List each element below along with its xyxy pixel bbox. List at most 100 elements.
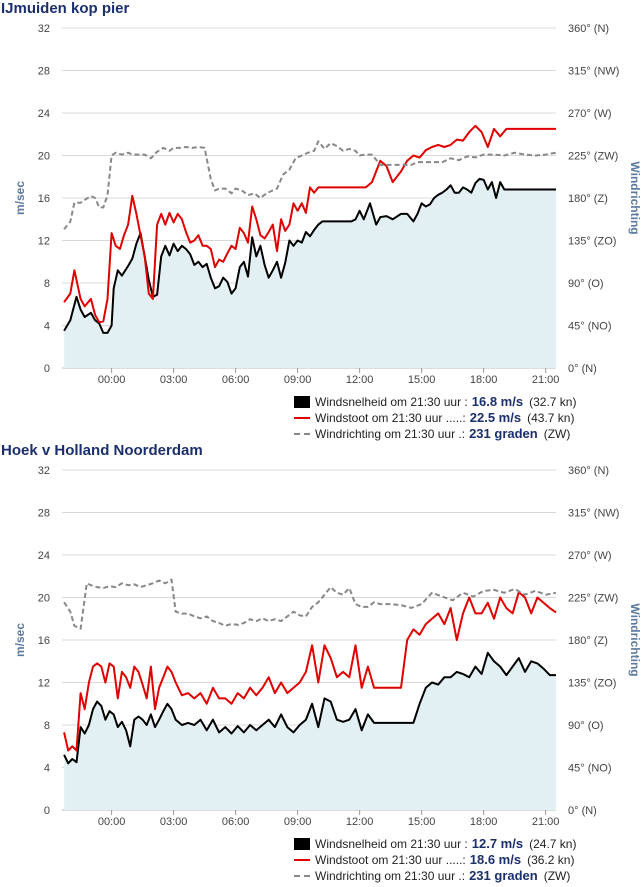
y2-tick-label: 90° (O) bbox=[568, 720, 604, 732]
legend-item: Windsnelheid om 21:30 uur :12.7 m/s (24.7… bbox=[294, 836, 576, 852]
legend-value: 12.7 m/s bbox=[471, 836, 524, 851]
y2-tick-label: 270° (W) bbox=[568, 108, 612, 120]
series-line-windsnelheid bbox=[63, 651, 556, 765]
y2-tick-label: 135° (ZO) bbox=[568, 236, 616, 248]
y-tick-label: 12 bbox=[38, 678, 50, 690]
legend-label: Windrichting om 21:30 uur .: bbox=[315, 869, 466, 883]
y-tick-label: 12 bbox=[38, 236, 50, 248]
y2-tick-label: 0° (N) bbox=[568, 805, 597, 817]
legend-swatch bbox=[294, 433, 310, 435]
x-tick-label: 09:00 bbox=[284, 374, 312, 386]
legend-item: Windstoot om 21:30 uur .....: 22.5 m/s (43… bbox=[294, 410, 576, 426]
y-axis-title: m/sec bbox=[13, 623, 27, 657]
legend-swatch bbox=[294, 417, 310, 419]
legend-swatch bbox=[294, 875, 310, 877]
y-tick-label: 32 bbox=[38, 23, 50, 35]
y2-axis-title: Windrichting bbox=[628, 603, 642, 676]
y2-tick-label: 135° (ZO) bbox=[568, 678, 616, 690]
x-tick-label: 00:00 bbox=[98, 816, 126, 828]
y-tick-label: 16 bbox=[38, 193, 50, 205]
y-tick-label: 32 bbox=[38, 465, 50, 477]
y2-tick-label: 225° (ZW) bbox=[568, 593, 618, 605]
x-tick-label: 18:00 bbox=[470, 816, 498, 828]
legend-label: Windrichting om 21:30 uur .: bbox=[315, 427, 466, 441]
legend-item: Windstoot om 21:30 uur .....: 18.6 m/s (36… bbox=[294, 852, 576, 868]
y-tick-label: 24 bbox=[38, 550, 50, 562]
y2-axis-title: Windrichting bbox=[628, 161, 642, 234]
legend-extra: (36.2 kn) bbox=[527, 853, 575, 867]
legend-value: 18.6 m/s bbox=[469, 852, 522, 867]
legend-value: 231 graden bbox=[469, 868, 538, 883]
x-tick-label: 09:00 bbox=[284, 816, 312, 828]
legend-label: Windsnelheid om 21:30 uur : bbox=[315, 395, 468, 409]
x-tick-label: 03:00 bbox=[160, 816, 188, 828]
y2-tick-label: 180° (Z) bbox=[568, 193, 608, 205]
series-area-windsnelheid bbox=[64, 652, 556, 810]
y-tick-label: 20 bbox=[38, 151, 50, 163]
x-tick-label: 12:00 bbox=[346, 816, 374, 828]
legend-extra: (24.7 kn) bbox=[529, 837, 577, 851]
y-tick-label: 0 bbox=[44, 363, 50, 375]
y2-tick-label: 315° (NW) bbox=[568, 508, 619, 520]
x-tick-label: 15:00 bbox=[408, 374, 436, 386]
series-line-windstoot bbox=[63, 124, 556, 324]
legend: Windsnelheid om 21:30 uur :16.8 m/s (32.7… bbox=[294, 394, 576, 442]
legend-value: 16.8 m/s bbox=[471, 394, 524, 409]
y2-tick-label: 360° (N) bbox=[568, 465, 609, 477]
legend-swatch bbox=[294, 838, 310, 850]
series-area-windsnelheid bbox=[64, 178, 556, 368]
wind-chart: 0 4 8 12 16 20 24 28 32 0° (N) 45° (NO) 90° (O) 135°… bbox=[13, 465, 642, 828]
y-tick-label: 28 bbox=[38, 66, 50, 78]
legend: Windsnelheid om 21:30 uur :12.7 m/s (24.7… bbox=[294, 836, 576, 884]
y-tick-label: 20 bbox=[38, 593, 50, 605]
x-tick-label: 06:00 bbox=[222, 374, 250, 386]
legend-label: Windstoot om 21:30 uur .....: bbox=[315, 853, 466, 867]
y-tick-label: 8 bbox=[44, 720, 50, 732]
y2-tick-label: 225° (ZW) bbox=[568, 151, 618, 163]
legend-extra: (32.7 kn) bbox=[529, 395, 577, 409]
y-tick-label: 4 bbox=[44, 321, 50, 333]
x-tick-label: 06:00 bbox=[222, 816, 250, 828]
series-line-windrichting bbox=[63, 140, 557, 230]
legend-item: Windrichting om 21:30 uur .: 231 graden (Z… bbox=[294, 868, 576, 884]
series-line-windsnelheid bbox=[63, 177, 556, 334]
y-axis-title: m/sec bbox=[13, 181, 27, 215]
x-tick-label: 21:00 bbox=[532, 816, 560, 828]
y2-tick-label: 180° (Z) bbox=[568, 635, 608, 647]
legend-value: 231 graden bbox=[469, 426, 538, 441]
y2-tick-label: 360° (N) bbox=[568, 23, 609, 35]
x-tick-label: 18:00 bbox=[470, 374, 498, 386]
y2-tick-label: 90° (O) bbox=[568, 278, 604, 290]
chart-panel-ijmuiden: IJmuiden kop pier 0 4 8 12 16 20 24 28 32 0° (N) 4… bbox=[0, 0, 642, 442]
y-tick-label: 28 bbox=[38, 508, 50, 520]
series-line-windstoot bbox=[63, 591, 557, 752]
legend-swatch bbox=[294, 859, 310, 861]
y-tick-label: 16 bbox=[38, 635, 50, 647]
y-tick-label: 4 bbox=[44, 763, 50, 775]
chart-title: IJmuiden kop pier bbox=[1, 0, 130, 17]
x-tick-label: 00:00 bbox=[98, 374, 126, 386]
legend-extra: (ZW) bbox=[543, 869, 571, 883]
legend-extra: (43.7 kn) bbox=[527, 411, 575, 425]
y2-tick-label: 0° (N) bbox=[568, 363, 597, 375]
legend-label: Windsnelheid om 21:30 uur : bbox=[315, 837, 468, 851]
x-tick-label: 12:00 bbox=[346, 374, 374, 386]
legend-swatch bbox=[294, 396, 310, 408]
y2-tick-label: 45° (NO) bbox=[568, 763, 612, 775]
y2-tick-label: 315° (NW) bbox=[568, 66, 619, 78]
legend-item: Windrichting om 21:30 uur .: 231 graden (Z… bbox=[294, 426, 576, 442]
y2-tick-label: 45° (NO) bbox=[568, 321, 612, 333]
y-tick-label: 8 bbox=[44, 278, 50, 290]
series-line-windrichting bbox=[63, 578, 557, 630]
legend-label: Windstoot om 21:30 uur .....: bbox=[315, 411, 466, 425]
legend-value: 22.5 m/s bbox=[469, 410, 522, 425]
legend-item: Windsnelheid om 21:30 uur :16.8 m/s (32.7… bbox=[294, 394, 576, 410]
chart-panel-hoek-van-holland: Hoek v Holland Noorderdam 0 4 8 12 16 20 24 28 3… bbox=[0, 442, 642, 887]
chart-title: Hoek v Holland Noorderdam bbox=[1, 442, 203, 459]
y-tick-label: 24 bbox=[38, 108, 50, 120]
x-tick-label: 21:00 bbox=[532, 374, 560, 386]
x-tick-label: 03:00 bbox=[160, 374, 188, 386]
y-tick-label: 0 bbox=[44, 805, 50, 817]
wind-chart: 0 4 8 12 16 20 24 28 32 0° (N) 45° (NO) 90° (O) 135°… bbox=[13, 23, 642, 386]
x-tick-label: 15:00 bbox=[408, 816, 436, 828]
